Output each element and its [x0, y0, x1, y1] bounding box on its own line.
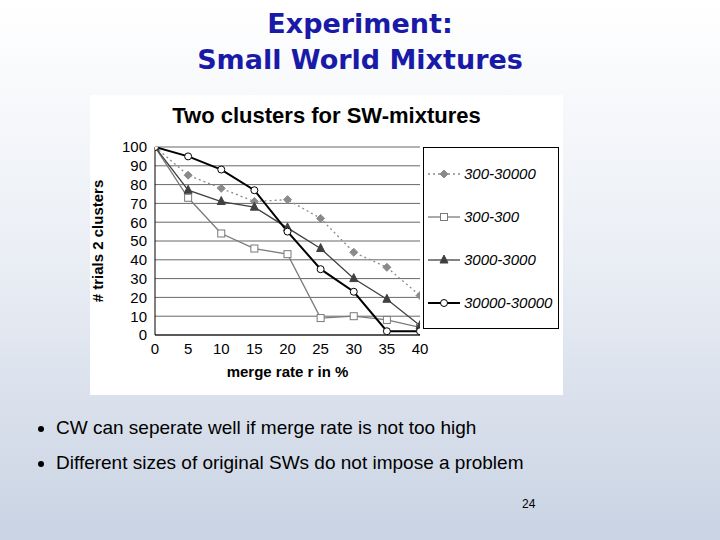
- svg-text:0: 0: [151, 340, 159, 357]
- html-text:300-30000: 300-30000: [464, 165, 536, 182]
- html-text:24: 24: [522, 497, 536, 511]
- svg-text:40: 40: [130, 251, 147, 268]
- svg-text:0: 0: [139, 326, 147, 343]
- html-text:Experiment:: Experiment:: [267, 8, 453, 39]
- svg-text:60: 60: [130, 214, 147, 231]
- svg-text:20: 20: [130, 289, 147, 306]
- svg-text:10: 10: [130, 308, 147, 325]
- svg-text:10: 10: [213, 340, 230, 357]
- svg-text:merge rate r in %: merge rate r in %: [227, 363, 349, 380]
- svg-text:30: 30: [130, 270, 147, 287]
- svg-text:70: 70: [130, 195, 147, 212]
- svg-text:25: 25: [312, 340, 329, 357]
- svg-text:50: 50: [130, 232, 147, 249]
- svg-text:100: 100: [122, 138, 147, 155]
- svg-text:90: 90: [130, 157, 147, 174]
- svg-text:35: 35: [379, 340, 396, 357]
- svg-text:20: 20: [279, 340, 296, 357]
- svg-text:30: 30: [345, 340, 362, 357]
- svg-text:5: 5: [184, 340, 192, 357]
- html-text:Different sizes of original SW: Different sizes of original SWs do not i…: [56, 452, 524, 473]
- html-text:3000-3000: 3000-3000: [464, 251, 536, 268]
- html-text:Small World Mixtures: Small World Mixtures: [197, 44, 523, 75]
- html-text:CW can seperate well if merge: CW can seperate well if merge rate is no…: [56, 417, 477, 438]
- svg-text:# trials 2 clusters: # trials 2 clusters: [90, 180, 106, 303]
- svg-text:15: 15: [246, 340, 263, 357]
- html-text:300-300: 300-300: [464, 208, 520, 225]
- html-text:Two clusters for SW-mixtures: Two clusters for SW-mixtures: [172, 103, 481, 128]
- html-text:30000-30000: 30000-30000: [464, 294, 553, 311]
- svg-text:40: 40: [412, 340, 429, 357]
- svg-text:80: 80: [130, 176, 147, 193]
